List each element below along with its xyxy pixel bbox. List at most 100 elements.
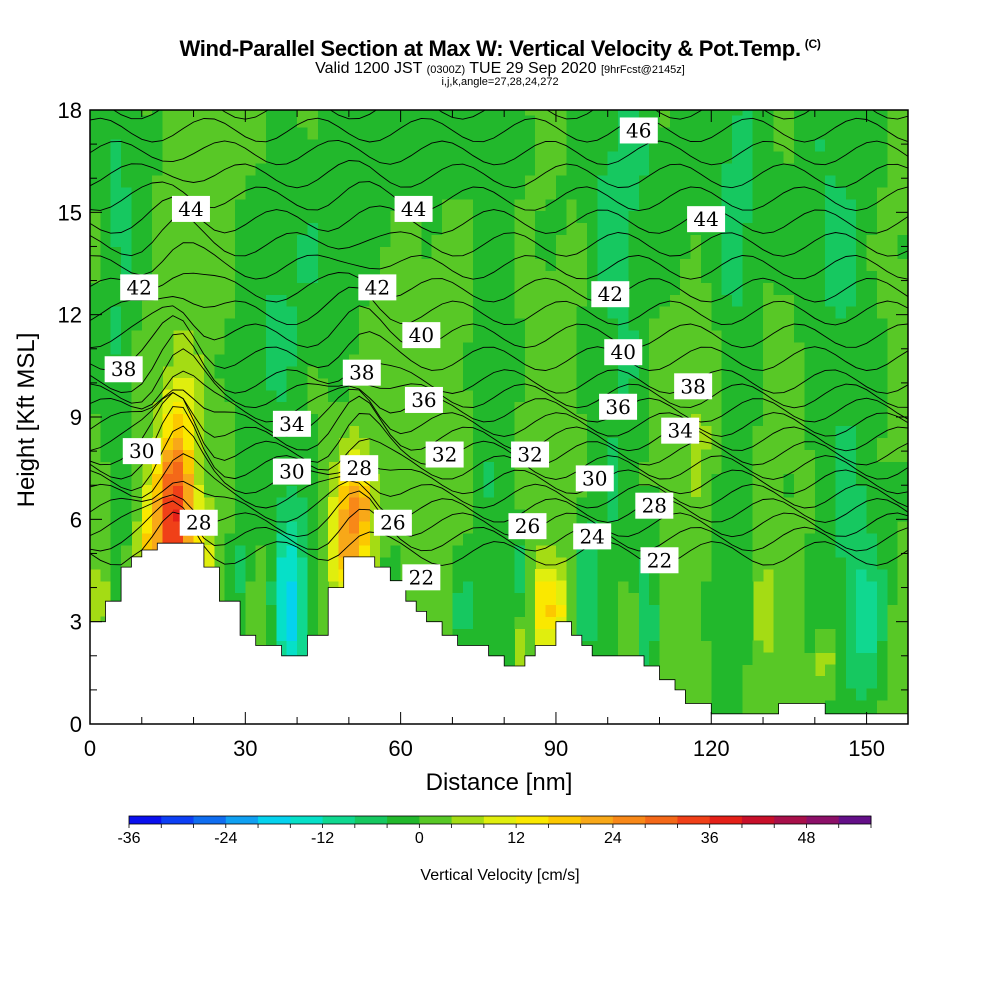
theta-label: 38 (104, 356, 143, 383)
colorbar-swatch (387, 816, 420, 824)
theta-labels: 46 44 44 44 42 42 42 40 40 38 38 38 36 36 34 34 32 32 30 30… (104, 117, 726, 591)
colorbar-tick-label: 12 (507, 830, 525, 847)
terrain-mask (90, 542, 908, 724)
colorbar-swatch (709, 816, 743, 824)
plot-area (90, 110, 908, 724)
colorbar-swatch (129, 816, 162, 824)
theta-contour-line (90, 315, 908, 371)
theta-label-text: 42 (598, 282, 623, 306)
y-axis-label: Height [Kft MSL] (13, 333, 40, 508)
theta-label: 28 (635, 492, 674, 519)
theta-label-text: 30 (129, 439, 154, 463)
theta-contour-line (90, 425, 908, 495)
theta-contour-line (112, 110, 908, 120)
theta-label-text: 34 (279, 412, 304, 436)
theta-contour-line (90, 333, 908, 394)
colorbar-swatch (419, 816, 453, 824)
theta-label: 36 (599, 393, 638, 420)
chart-subtitle: Valid 1200 JST (0300Z) TUE 29 Sep 2020 [… (0, 60, 1000, 78)
valid-prefix: Valid 1200 JST (315, 60, 423, 77)
theta-contours (90, 110, 908, 566)
theta-contour-line (90, 139, 908, 166)
theta-contour-line (90, 500, 908, 552)
theta-label: 44 (171, 195, 210, 222)
theta-label: 26 (373, 509, 412, 536)
colorbar-swatch (225, 816, 259, 824)
y-tick-label: 6 (70, 507, 82, 532)
theta-contour-line (90, 406, 908, 480)
theta-contour-line (90, 490, 908, 538)
theta-label: 40 (402, 322, 441, 349)
theta-label: 42 (358, 274, 397, 301)
colorbar-tick-label: 0 (415, 830, 424, 847)
theta-contour-line (90, 348, 908, 409)
theta-label: 28 (179, 509, 218, 536)
theta-contour-line (90, 160, 908, 189)
x-axis-label: Distance [nm] (426, 769, 573, 796)
colorbar-swatch (322, 816, 356, 824)
theta-contour-line (90, 272, 908, 303)
colorbar-frame (128, 815, 872, 825)
colorbar-swatch (806, 816, 840, 824)
theta-contour-line (90, 391, 908, 466)
theta-label: 26 (508, 513, 547, 540)
colorbar-swatch (741, 816, 775, 824)
chart-title-mark: (C) (804, 36, 821, 51)
theta-label: 44 (394, 195, 433, 222)
theta-contour-line (90, 286, 908, 326)
colorbar-swatch (774, 816, 807, 824)
x-axis: 0 30 60 90 120 150 (84, 110, 885, 761)
colorbar-swatch (483, 816, 517, 824)
theta-label-text: 30 (279, 460, 304, 484)
colorbar-swatch (580, 816, 614, 824)
x-tick-label: 120 (693, 736, 730, 761)
theta-label: 34 (272, 410, 311, 437)
theta-label-text: 44 (178, 197, 203, 221)
theta-label-text: 44 (401, 197, 426, 221)
theta-label: 42 (591, 281, 630, 308)
theta-label: 34 (661, 417, 700, 444)
y-tick-label: 12 (58, 303, 82, 328)
theta-label-text: 26 (380, 511, 405, 535)
chart-title-text: Wind-Parallel Section at Max W: Vertical… (179, 36, 801, 61)
theta-label-text: 36 (605, 395, 630, 419)
theta-label: 38 (342, 359, 381, 386)
theta-label: 30 (575, 465, 614, 492)
colorbar-tick-label: -12 (311, 830, 334, 847)
theta-label-text: 38 (111, 357, 136, 381)
theta-label-text: 32 (432, 443, 457, 467)
theta-label: 32 (425, 441, 464, 468)
colorbar-swatch (612, 816, 646, 824)
y-tick-label: 18 (58, 98, 82, 123)
y-tick-label: 0 (70, 712, 82, 737)
colorbar-swatch (516, 816, 549, 824)
x-tick-label: 150 (848, 736, 885, 761)
x-tick-label: 90 (544, 736, 568, 761)
theta-label: 44 (687, 206, 726, 233)
theta-label: 40 (604, 339, 643, 366)
theta-label: 22 (640, 547, 679, 574)
colorbar-swatch (548, 816, 582, 824)
theta-label-text: 28 (186, 511, 211, 535)
theta-label-text: 22 (409, 565, 434, 589)
theta-contour-line (90, 242, 908, 280)
theta-contour-line (90, 391, 908, 452)
colorbar-tick-label: -36 (117, 830, 140, 847)
theta-label-text: 28 (346, 456, 371, 480)
theta-contour-line (90, 196, 908, 234)
valid-date: TUE 29 Sep 2020 (469, 60, 597, 77)
theta-label: 24 (573, 523, 612, 550)
theta-contour-line (90, 305, 908, 349)
theta-contour-line (90, 388, 908, 437)
theta-label-text: 38 (349, 361, 374, 385)
theta-contour-line (90, 215, 908, 257)
chart-indices: i,j,k,angle=27,28,24,272 (441, 76, 559, 88)
x-tick-label: 60 (388, 736, 412, 761)
colorbar-swatch (193, 816, 227, 824)
theta-label: 30 (122, 438, 161, 465)
theta-label: 28 (340, 455, 379, 482)
theta-label-text: 24 (579, 524, 604, 548)
chart-title: Wind-Parallel Section at Max W: Vertical… (0, 36, 1000, 62)
